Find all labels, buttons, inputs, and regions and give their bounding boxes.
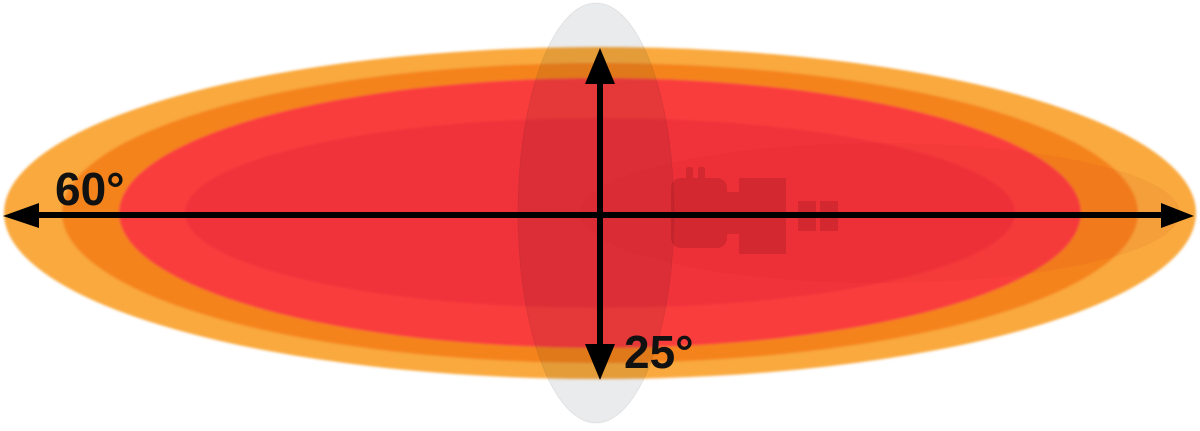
svg-text:60°: 60° [55, 163, 125, 215]
svg-text:25°: 25° [624, 326, 694, 378]
